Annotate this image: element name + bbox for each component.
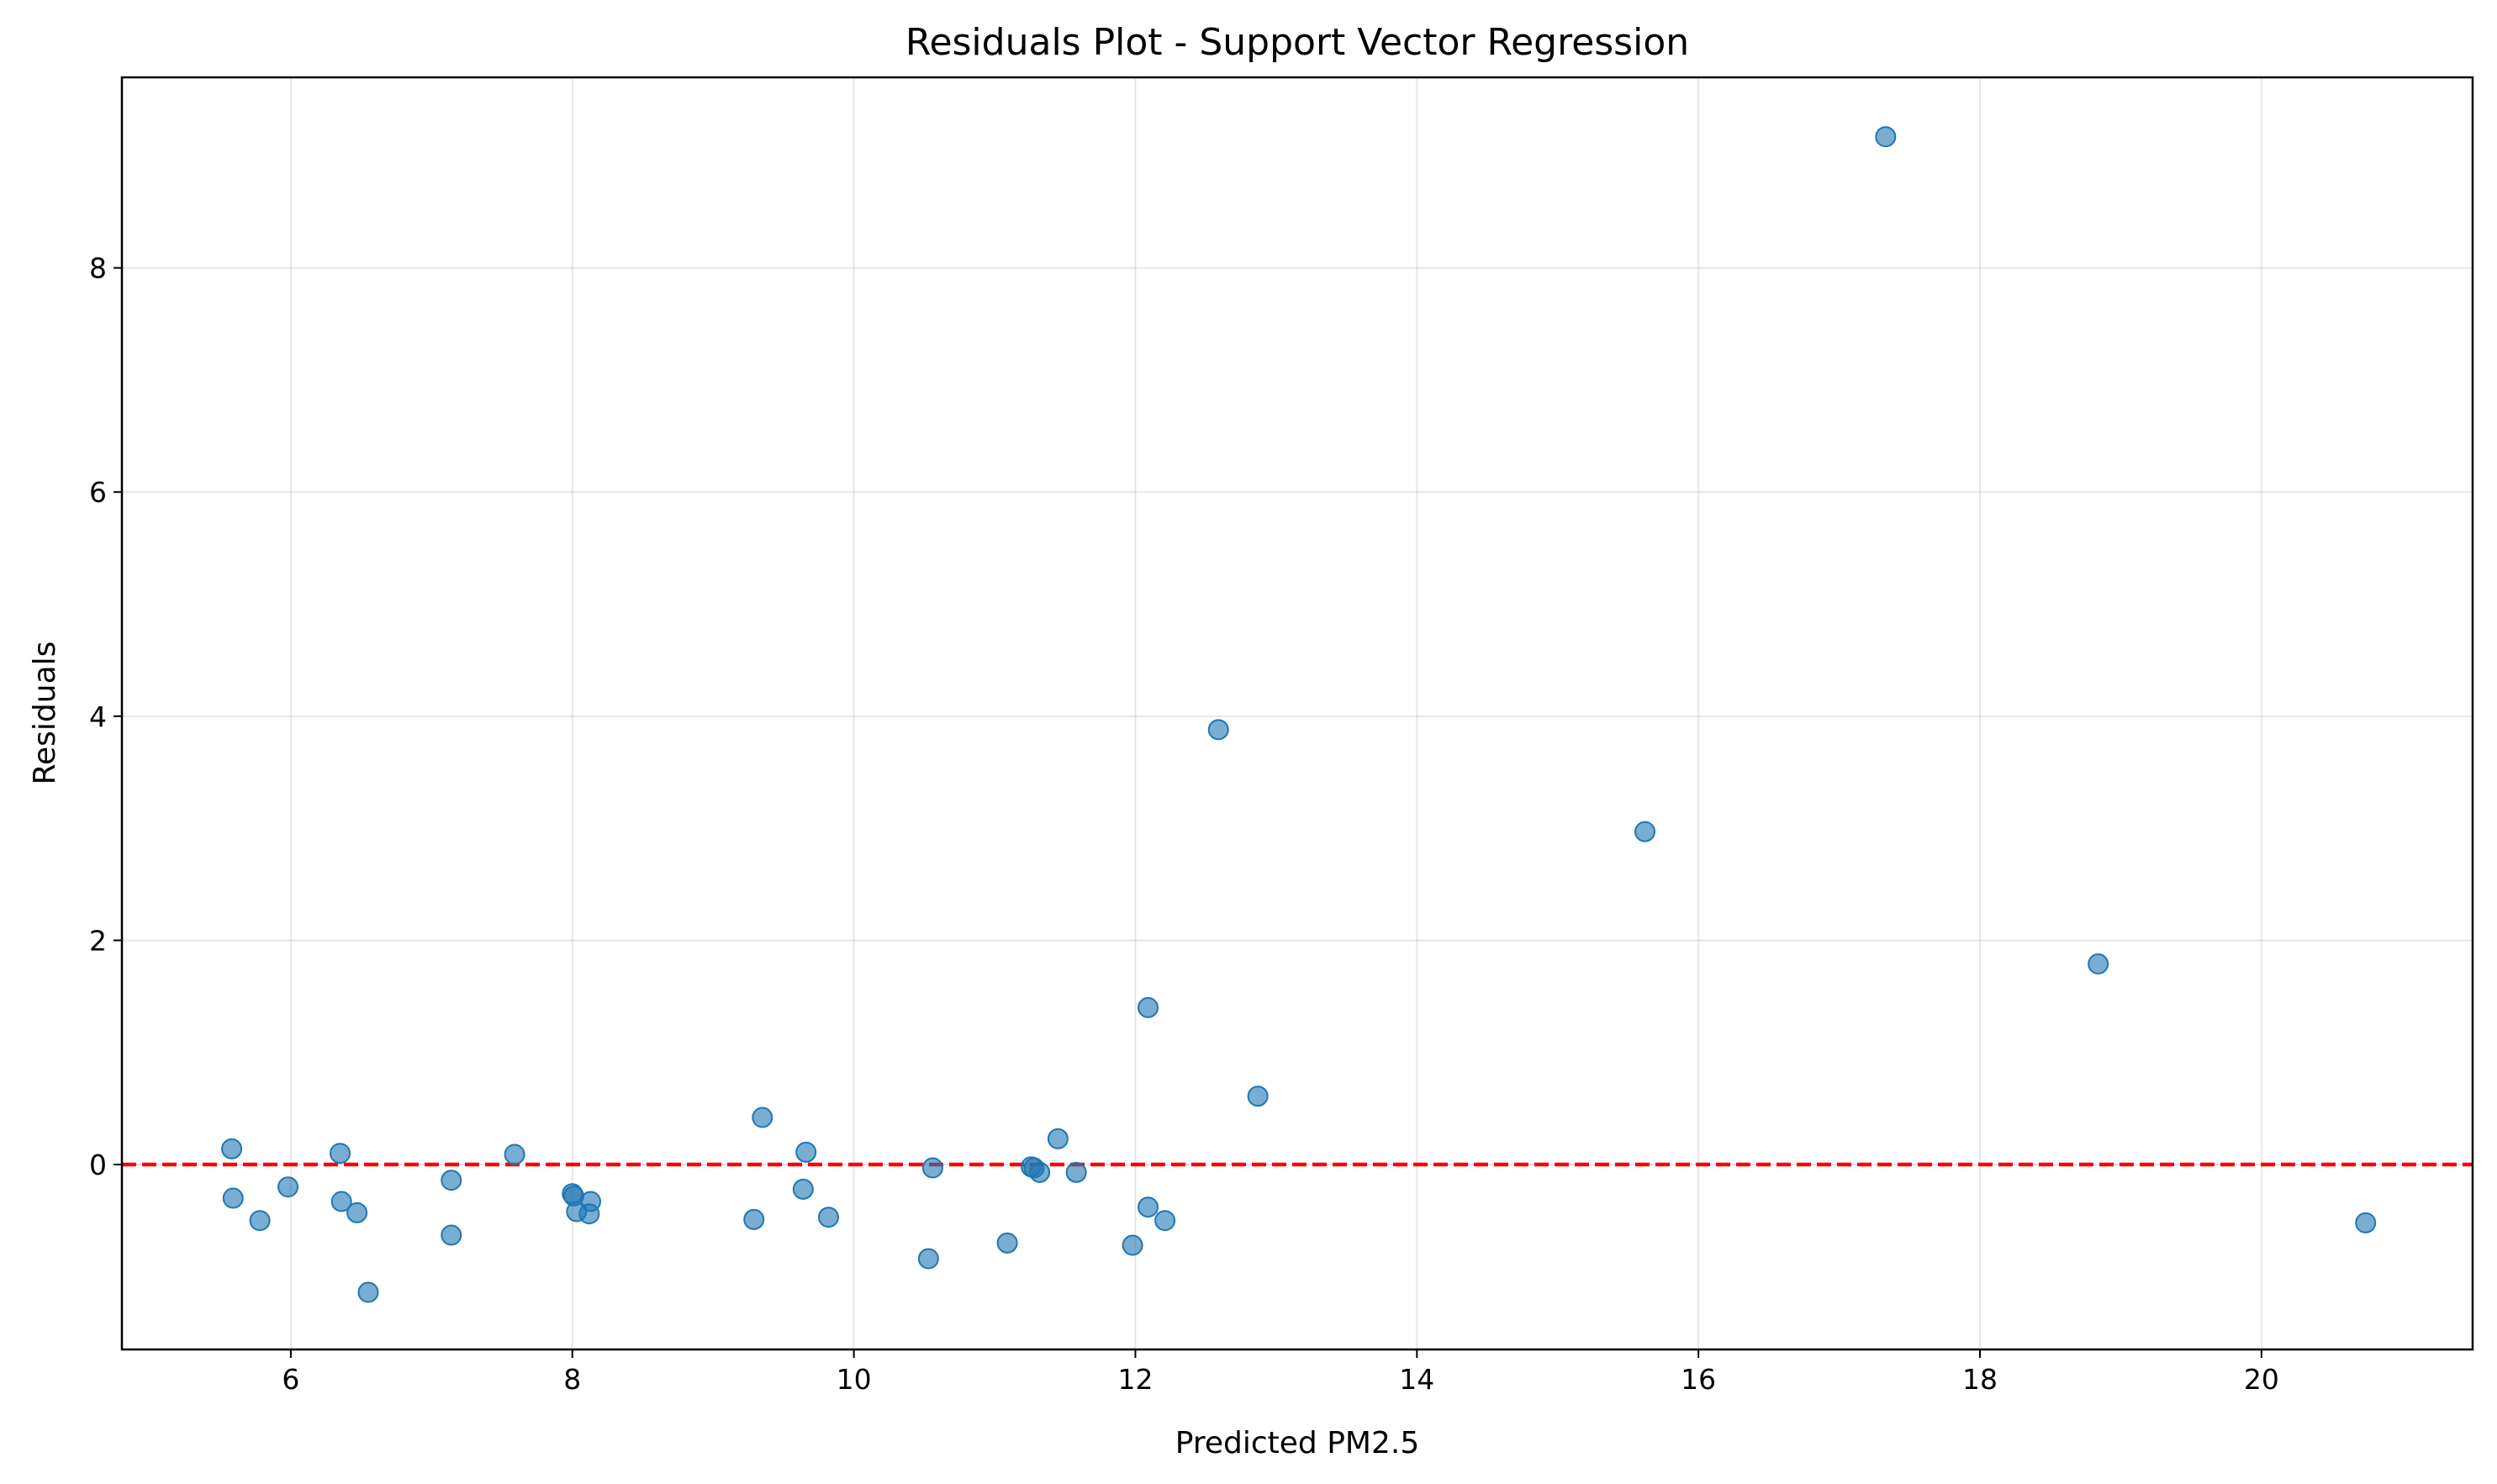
residual-point [249,1210,271,1232]
residual-point [1138,1196,1159,1218]
residual-point [330,1191,352,1212]
residual-point [441,1170,462,1191]
y-tick-label: 8 [89,252,107,285]
residual-point [752,1106,773,1128]
residual-point [1247,1085,1269,1107]
residual-point [917,1248,939,1270]
axis-ticks: 6 8 10 12 14 16 18 20 0 2 4 6 8 [89,252,2279,1396]
residual-point [357,1281,379,1303]
residual-point [1065,1161,1087,1183]
y-tick-label: 4 [89,700,107,733]
residual-point [795,1141,817,1163]
y-tick-label: 0 [89,1149,107,1181]
residual-point [792,1178,814,1200]
x-tick-label: 8 [563,1363,581,1396]
x-tick-label: 10 [837,1363,872,1396]
y-tick-label: 6 [89,476,107,509]
residual-point [2355,1212,2377,1233]
residual-point [580,1191,602,1212]
residual-point [1029,1161,1051,1183]
data-points [221,126,2377,1303]
residual-point [441,1224,462,1246]
x-tick-label: 16 [1681,1363,1716,1396]
plot-frame [120,76,2474,1351]
chart-title: Residuals Plot - Support Vector Regressi… [905,21,1689,64]
x-tick-label: 12 [1117,1363,1153,1396]
residual-point [1207,719,1229,741]
residual-point [1875,126,1897,148]
residual-point [1154,1210,1176,1232]
y-tick-label: 2 [89,924,107,957]
residual-point [1138,996,1159,1018]
x-tick-label: 20 [2244,1363,2279,1396]
residual-point [743,1208,765,1230]
x-axis-label: Predicted PM2.5 [1175,1426,1419,1460]
x-tick-label: 18 [1962,1363,1998,1396]
residual-point [504,1143,525,1165]
residual-point [1634,821,1656,842]
residual-point [330,1143,351,1164]
residual-point [921,1157,943,1179]
residual-point [221,1138,243,1159]
x-tick-label: 6 [282,1363,299,1396]
residual-point [996,1232,1018,1254]
residual-point [1122,1234,1143,1256]
residual-point [1047,1128,1069,1149]
y-axis-label: Residuals [28,642,62,785]
residual-point [2088,953,2109,974]
residual-point [277,1176,299,1198]
x-tick-label: 14 [1399,1363,1434,1396]
residual-point [346,1201,368,1223]
residual-point [817,1207,839,1228]
residual-point [222,1187,244,1209]
